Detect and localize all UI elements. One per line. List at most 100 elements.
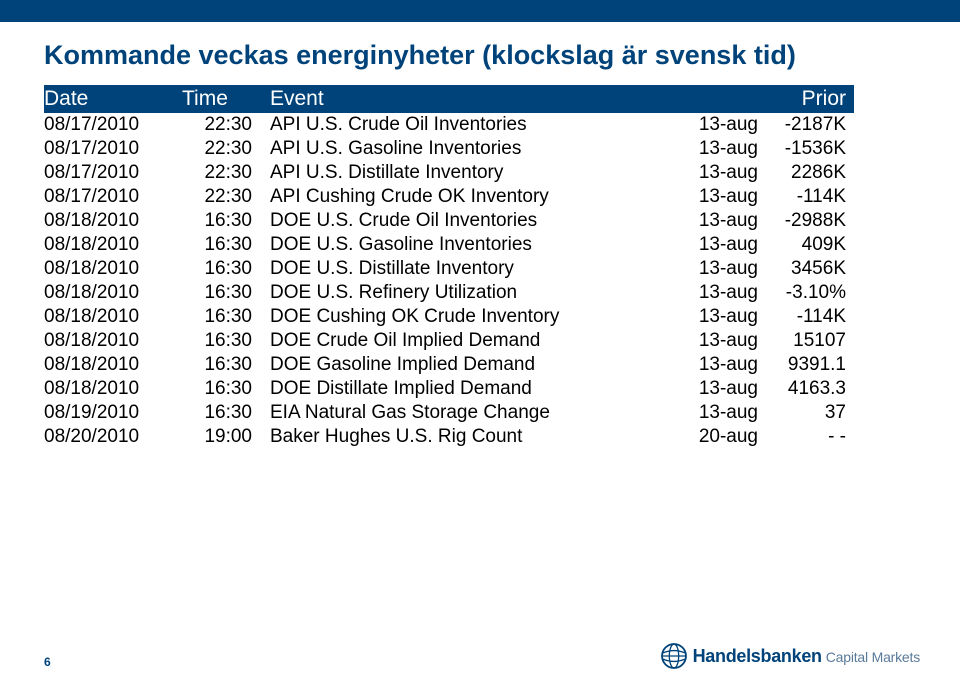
cell-ref: 13-aug [683, 377, 766, 401]
cell-event: DOE U.S. Distillate Inventory [270, 257, 683, 281]
cell-ref: 13-aug [683, 233, 766, 257]
header-event: Event [270, 85, 683, 113]
table-row: 08/18/201016:30DOE Crude Oil Implied Dem… [44, 329, 854, 353]
cell-event: API U.S. Gasoline Inventories [270, 137, 683, 161]
cell-time: 16:30 [182, 329, 270, 353]
cell-date: 08/17/2010 [44, 185, 182, 209]
cell-time: 22:30 [182, 185, 270, 209]
table-row: 08/18/201016:30DOE Cushing OK Crude Inve… [44, 305, 854, 329]
table-row: 08/18/201016:30DOE Distillate Implied De… [44, 377, 854, 401]
cell-time: 16:30 [182, 377, 270, 401]
cell-time: 22:30 [182, 161, 270, 185]
logo-icon [661, 643, 687, 669]
cell-prior: -2988K [766, 209, 854, 233]
cell-event: API Cushing Crude OK Inventory [270, 185, 683, 209]
cell-ref: 13-aug [683, 113, 766, 137]
cell-event: EIA Natural Gas Storage Change [270, 401, 683, 425]
cell-prior: 3456K [766, 257, 854, 281]
header-prior: Prior [766, 85, 854, 113]
cell-ref: 13-aug [683, 161, 766, 185]
cell-ref: 20-aug [683, 425, 766, 449]
logo-sub-text: Capital Markets [826, 649, 920, 665]
cell-time: 16:30 [182, 353, 270, 377]
table-row: 08/19/201016:30EIA Natural Gas Storage C… [44, 401, 854, 425]
cell-date: 08/17/2010 [44, 137, 182, 161]
table-row: 08/18/201016:30DOE Gasoline Implied Dema… [44, 353, 854, 377]
cell-event: DOE U.S. Refinery Utilization [270, 281, 683, 305]
cell-date: 08/18/2010 [44, 281, 182, 305]
cell-date: 08/19/2010 [44, 401, 182, 425]
cell-time: 16:30 [182, 209, 270, 233]
cell-date: 08/18/2010 [44, 209, 182, 233]
cell-event: DOE U.S. Gasoline Inventories [270, 233, 683, 257]
page-number: 6 [44, 655, 51, 669]
cell-time: 16:30 [182, 401, 270, 425]
cell-time: 22:30 [182, 113, 270, 137]
table-row: 08/17/201022:30API U.S. Crude Oil Invent… [44, 113, 854, 137]
header-time: Time [182, 85, 270, 113]
cell-time: 16:30 [182, 233, 270, 257]
cell-event: API U.S. Crude Oil Inventories [270, 113, 683, 137]
page-title: Kommande veckas energinyheter (klockslag… [44, 40, 920, 71]
cell-ref: 13-aug [683, 257, 766, 281]
cell-ref: 13-aug [683, 281, 766, 305]
cell-prior: -114K [766, 185, 854, 209]
cell-date: 08/18/2010 [44, 305, 182, 329]
cell-event: API U.S. Distillate Inventory [270, 161, 683, 185]
cell-prior: 9391.1 [766, 353, 854, 377]
cell-ref: 13-aug [683, 305, 766, 329]
cell-ref: 13-aug [683, 353, 766, 377]
cell-prior: 409K [766, 233, 854, 257]
cell-time: 22:30 [182, 137, 270, 161]
cell-date: 08/18/2010 [44, 329, 182, 353]
cell-date: 08/18/2010 [44, 377, 182, 401]
header-ref [683, 85, 766, 113]
cell-date: 08/17/2010 [44, 161, 182, 185]
table-row: 08/20/201019:00Baker Hughes U.S. Rig Cou… [44, 425, 854, 449]
cell-prior: -3.10% [766, 281, 854, 305]
table-row: 08/17/201022:30API U.S. Gasoline Invento… [44, 137, 854, 161]
logo-text: Handelsbanken Capital Markets [693, 646, 920, 667]
cell-prior: 2286K [766, 161, 854, 185]
cell-event: DOE Crude Oil Implied Demand [270, 329, 683, 353]
table-row: 08/17/201022:30API U.S. Distillate Inven… [44, 161, 854, 185]
logo-main-text: Handelsbanken [693, 646, 822, 667]
cell-date: 08/18/2010 [44, 233, 182, 257]
cell-prior: 4163.3 [766, 377, 854, 401]
cell-ref: 13-aug [683, 401, 766, 425]
cell-prior: -114K [766, 305, 854, 329]
table-row: 08/17/201022:30API Cushing Crude OK Inve… [44, 185, 854, 209]
table-header-row: Date Time Event Prior [44, 85, 854, 113]
content-area: Kommande veckas energinyheter (klockslag… [0, 22, 960, 449]
cell-date: 08/18/2010 [44, 353, 182, 377]
cell-prior: -1536K [766, 137, 854, 161]
cell-event: DOE Cushing OK Crude Inventory [270, 305, 683, 329]
header-date: Date [44, 85, 182, 113]
cell-time: 16:30 [182, 305, 270, 329]
cell-prior: 15107 [766, 329, 854, 353]
cell-event: DOE Distillate Implied Demand [270, 377, 683, 401]
cell-ref: 13-aug [683, 185, 766, 209]
cell-event: DOE U.S. Crude Oil Inventories [270, 209, 683, 233]
cell-ref: 13-aug [683, 329, 766, 353]
cell-event: DOE Gasoline Implied Demand [270, 353, 683, 377]
cell-time: 16:30 [182, 281, 270, 305]
brand-logo: Handelsbanken Capital Markets [661, 643, 920, 669]
cell-date: 08/17/2010 [44, 113, 182, 137]
cell-event: Baker Hughes U.S. Rig Count [270, 425, 683, 449]
cell-time: 16:30 [182, 257, 270, 281]
cell-prior: 37 [766, 401, 854, 425]
table-body: 08/17/201022:30API U.S. Crude Oil Invent… [44, 113, 854, 449]
cell-ref: 13-aug [683, 137, 766, 161]
table-row: 08/18/201016:30DOE U.S. Crude Oil Invent… [44, 209, 854, 233]
footer: 6 Handelsbanken Capital Markets [44, 643, 920, 669]
cell-ref: 13-aug [683, 209, 766, 233]
cell-prior: -2187K [766, 113, 854, 137]
table-row: 08/18/201016:30DOE U.S. Refinery Utiliza… [44, 281, 854, 305]
cell-prior: - - [766, 425, 854, 449]
events-table: Date Time Event Prior 08/17/201022:30API… [44, 85, 854, 449]
cell-date: 08/20/2010 [44, 425, 182, 449]
table-row: 08/18/201016:30DOE U.S. Gasoline Invento… [44, 233, 854, 257]
top-accent-bar [0, 0, 960, 22]
cell-date: 08/18/2010 [44, 257, 182, 281]
